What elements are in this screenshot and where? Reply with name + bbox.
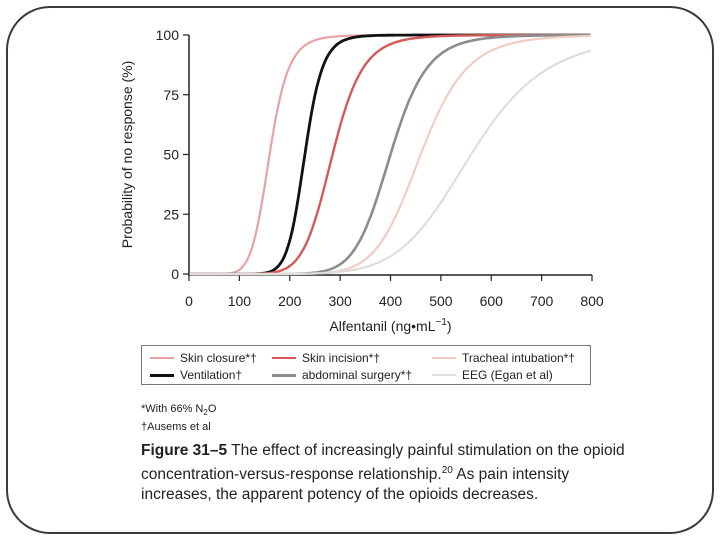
x-axis-title: Alfentanil (ng•mL−1)	[329, 317, 451, 334]
footnote-n2o: *With 66% N2O	[141, 403, 217, 418]
y-tick-label: 0	[171, 266, 179, 282]
footnote-ausems: †Ausems et al	[141, 421, 211, 434]
slide-frame-edge	[6, 52, 8, 488]
legend-swatch	[432, 374, 456, 376]
y-tick-label: 25	[163, 206, 179, 222]
series-line-5	[189, 49, 591, 276]
legend-label: Ventilation†	[180, 368, 243, 382]
slide-frame-edge	[52, 532, 668, 534]
chart-legend: Skin closure*† Ventilation† Skin incisio…	[141, 345, 591, 385]
caption-text: The effect of increasingly painful stimu…	[141, 442, 625, 484]
x-tick-label: 0	[185, 293, 193, 309]
x-tick-label: 800	[580, 293, 604, 309]
x-tick-label: 700	[530, 293, 554, 309]
caption-reference: 20	[441, 465, 453, 476]
footnotes: *With 66% N2O †Ausems et al	[141, 402, 216, 435]
slide-frame-corner	[666, 486, 714, 534]
x-tick-label: 500	[429, 293, 453, 309]
legend-swatch	[150, 357, 174, 359]
legend-swatch	[272, 357, 296, 359]
legend-item: Ventilation†	[150, 368, 242, 382]
y-axis-title: Probability of no response (%)	[119, 61, 135, 249]
legend-item: Skin closure*†	[150, 351, 257, 365]
legend-label: abdominal surgery*†	[302, 368, 413, 382]
legend-swatch	[432, 357, 456, 359]
legend-label: EEG (Egan et al)	[462, 368, 553, 382]
chart-axes	[183, 34, 593, 281]
slide-frame-edge	[712, 52, 714, 488]
legend-item: Tracheal intubation*†	[432, 351, 575, 365]
x-tick-label: 400	[379, 293, 403, 309]
y-tick-label: 75	[163, 87, 179, 103]
y-tick-label: 100	[156, 27, 180, 43]
legend-item: abdominal surgery*†	[272, 368, 412, 382]
legend-label: Tracheal intubation*†	[462, 351, 575, 365]
series-line-3	[189, 33, 591, 276]
legend-swatch	[150, 373, 174, 377]
legend-swatch	[272, 373, 296, 377]
legend-item: Skin incision*†	[272, 351, 380, 365]
y-tick-label: 50	[163, 147, 179, 163]
slide-frame-edge	[52, 6, 668, 8]
legend-label: Skin incision*†	[302, 351, 381, 365]
x-tick-label: 100	[228, 293, 252, 309]
x-tick-label: 300	[328, 293, 352, 309]
figure-caption: Figure 31–5 The effect of increasingly p…	[141, 441, 631, 505]
legend-label: Skin closure*†	[180, 351, 257, 365]
figure-label: Figure 31–5	[141, 442, 228, 459]
chart-curves	[189, 33, 591, 276]
caption-text-2: As pain intensity increases, the apparen…	[141, 466, 570, 504]
legend-item: EEG (Egan et al)	[432, 368, 553, 382]
slide-frame-corner	[6, 486, 54, 534]
chart: 0 25 50 75 100 0 100 200 300 400 500 600 700 800 Alfen…	[119, 27, 604, 334]
x-tick-label: 200	[278, 293, 302, 309]
chart-labels: 0 25 50 75 100 0 100 200 300 400 500 600 700 800 Alfen…	[119, 27, 604, 334]
x-tick-label: 600	[480, 293, 504, 309]
